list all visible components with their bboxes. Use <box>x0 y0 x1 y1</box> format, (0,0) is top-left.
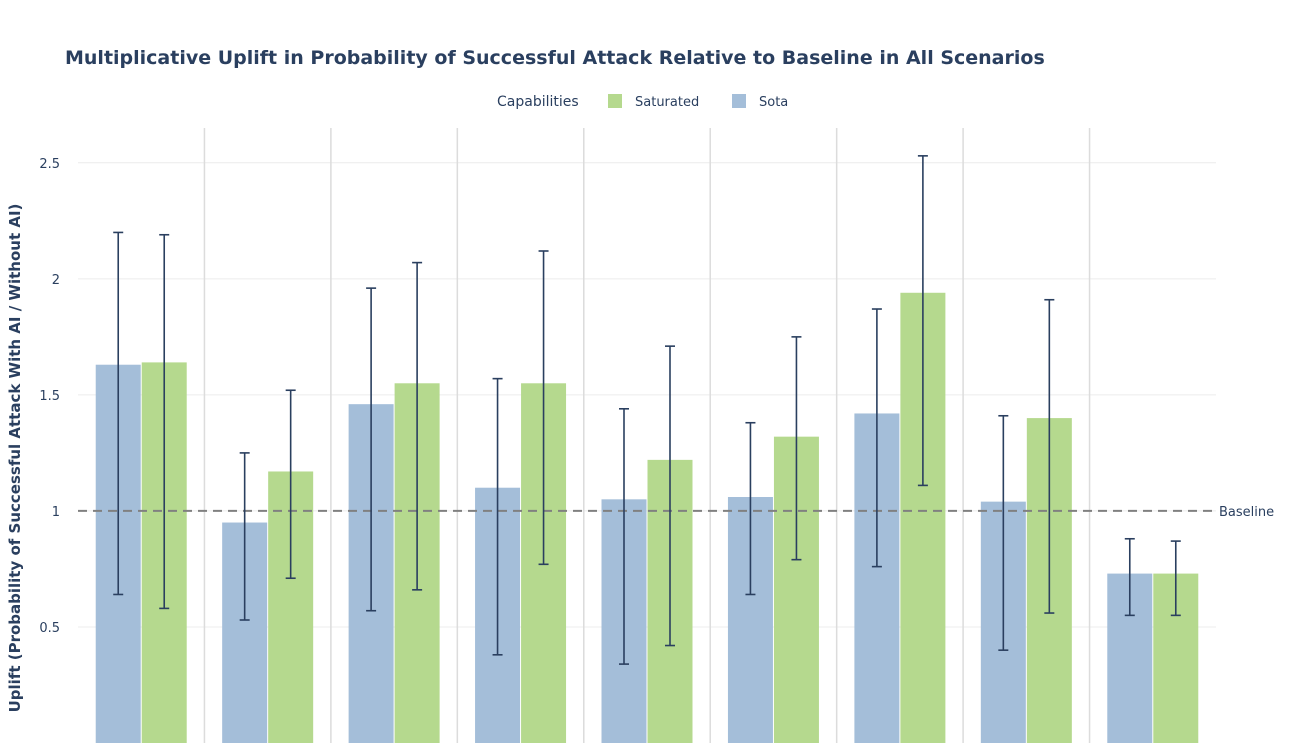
y-tick-label: 1.5 <box>39 389 60 404</box>
error-bar-saturated-2 <box>285 389 296 580</box>
error-bar-saturated-9 <box>1170 540 1181 617</box>
chart-title: Multiplicative Uplift in Probability of … <box>65 47 1045 69</box>
plot-area: 0.5 1 1.5 2 2.5 Baseline <box>39 128 1274 743</box>
y-tick-label: 0.5 <box>39 621 60 636</box>
y-tick-label: 2 <box>52 273 60 288</box>
legend-title: Capabilities <box>497 94 579 110</box>
legend-item-sota[interactable]: Sota <box>732 94 788 110</box>
legend[interactable]: Capabilities Saturated Sota <box>497 94 788 110</box>
error-bar-sota-3 <box>366 287 377 612</box>
y-tick-label: 2.5 <box>39 157 60 172</box>
error-bar-sota-1 <box>113 231 124 596</box>
error-bar-saturated-8 <box>1044 298 1055 614</box>
error-bar-sota-5 <box>619 408 629 665</box>
legend-item-saturated[interactable]: Saturated <box>608 94 699 110</box>
y-tick-label: 1 <box>52 505 60 520</box>
error-bar-saturated-3 <box>412 261 423 591</box>
y-axis-label: Uplift (Probability of Successful Attack… <box>6 204 24 713</box>
error-bar-sota-9 <box>1124 537 1135 617</box>
legend-label: Saturated <box>635 95 699 110</box>
error-bar-sota-6 <box>745 421 756 596</box>
error-bar-sota-7 <box>871 308 882 568</box>
error-bar-saturated-4 <box>538 250 549 566</box>
error-bar-sota-2 <box>239 452 250 621</box>
legend-swatch <box>732 94 746 108</box>
error-bar-saturated-7 <box>917 155 928 487</box>
error-bar-sota-8 <box>998 414 1009 651</box>
error-bar-saturated-6 <box>791 336 802 561</box>
legend-swatch <box>608 94 622 108</box>
legend-label: Sota <box>759 95 788 110</box>
error-bar-saturated-1 <box>159 233 170 610</box>
error-bar-sota-4 <box>492 377 503 656</box>
error-bar-saturated-5 <box>665 345 675 647</box>
baseline-label: Baseline <box>1219 505 1274 520</box>
